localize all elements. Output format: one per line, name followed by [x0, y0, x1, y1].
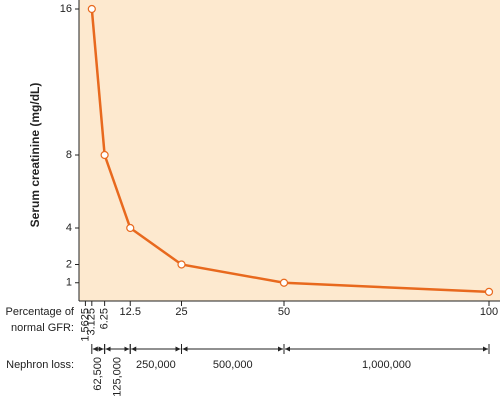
y-tick-label: 16 [60, 3, 72, 15]
x-axis-label: normal GFR: [11, 322, 74, 334]
segment-label: 125,000 [111, 357, 123, 397]
y-tick-label: 8 [66, 149, 72, 161]
y-axis-label: Serum creatinine (mg/dL) [28, 83, 42, 228]
segment-label: 1,000,000 [362, 359, 411, 371]
point [87, 4, 96, 14]
x-tick-label: 50 [278, 306, 290, 318]
x-tick-label: 25 [175, 306, 187, 318]
x-tick-label: 3.125 [86, 308, 98, 336]
segment-label: 62,500 [92, 357, 104, 391]
plot-background [79, 0, 500, 301]
point [484, 287, 494, 296]
segment-label: 250,000 [136, 359, 176, 371]
point [126, 223, 135, 233]
point [100, 150, 109, 160]
x-tick-label: 6.25 [99, 308, 111, 329]
y-tick-label: 1 [66, 277, 72, 289]
nephron-loss-label: Nephron loss: [6, 359, 74, 371]
point [177, 260, 186, 269]
y-tick-label: 2 [66, 258, 72, 270]
x-axis-label: Percentage of [6, 306, 75, 318]
segment-label: 500,000 [213, 359, 253, 371]
line [90, 8, 490, 294]
point [279, 278, 289, 287]
x-tick-label: 1.5625 [79, 308, 91, 342]
x-tick-label: 100 [480, 306, 498, 318]
x-tick-label: 12.5 [120, 306, 141, 318]
y-tick-label: 4 [66, 222, 72, 234]
